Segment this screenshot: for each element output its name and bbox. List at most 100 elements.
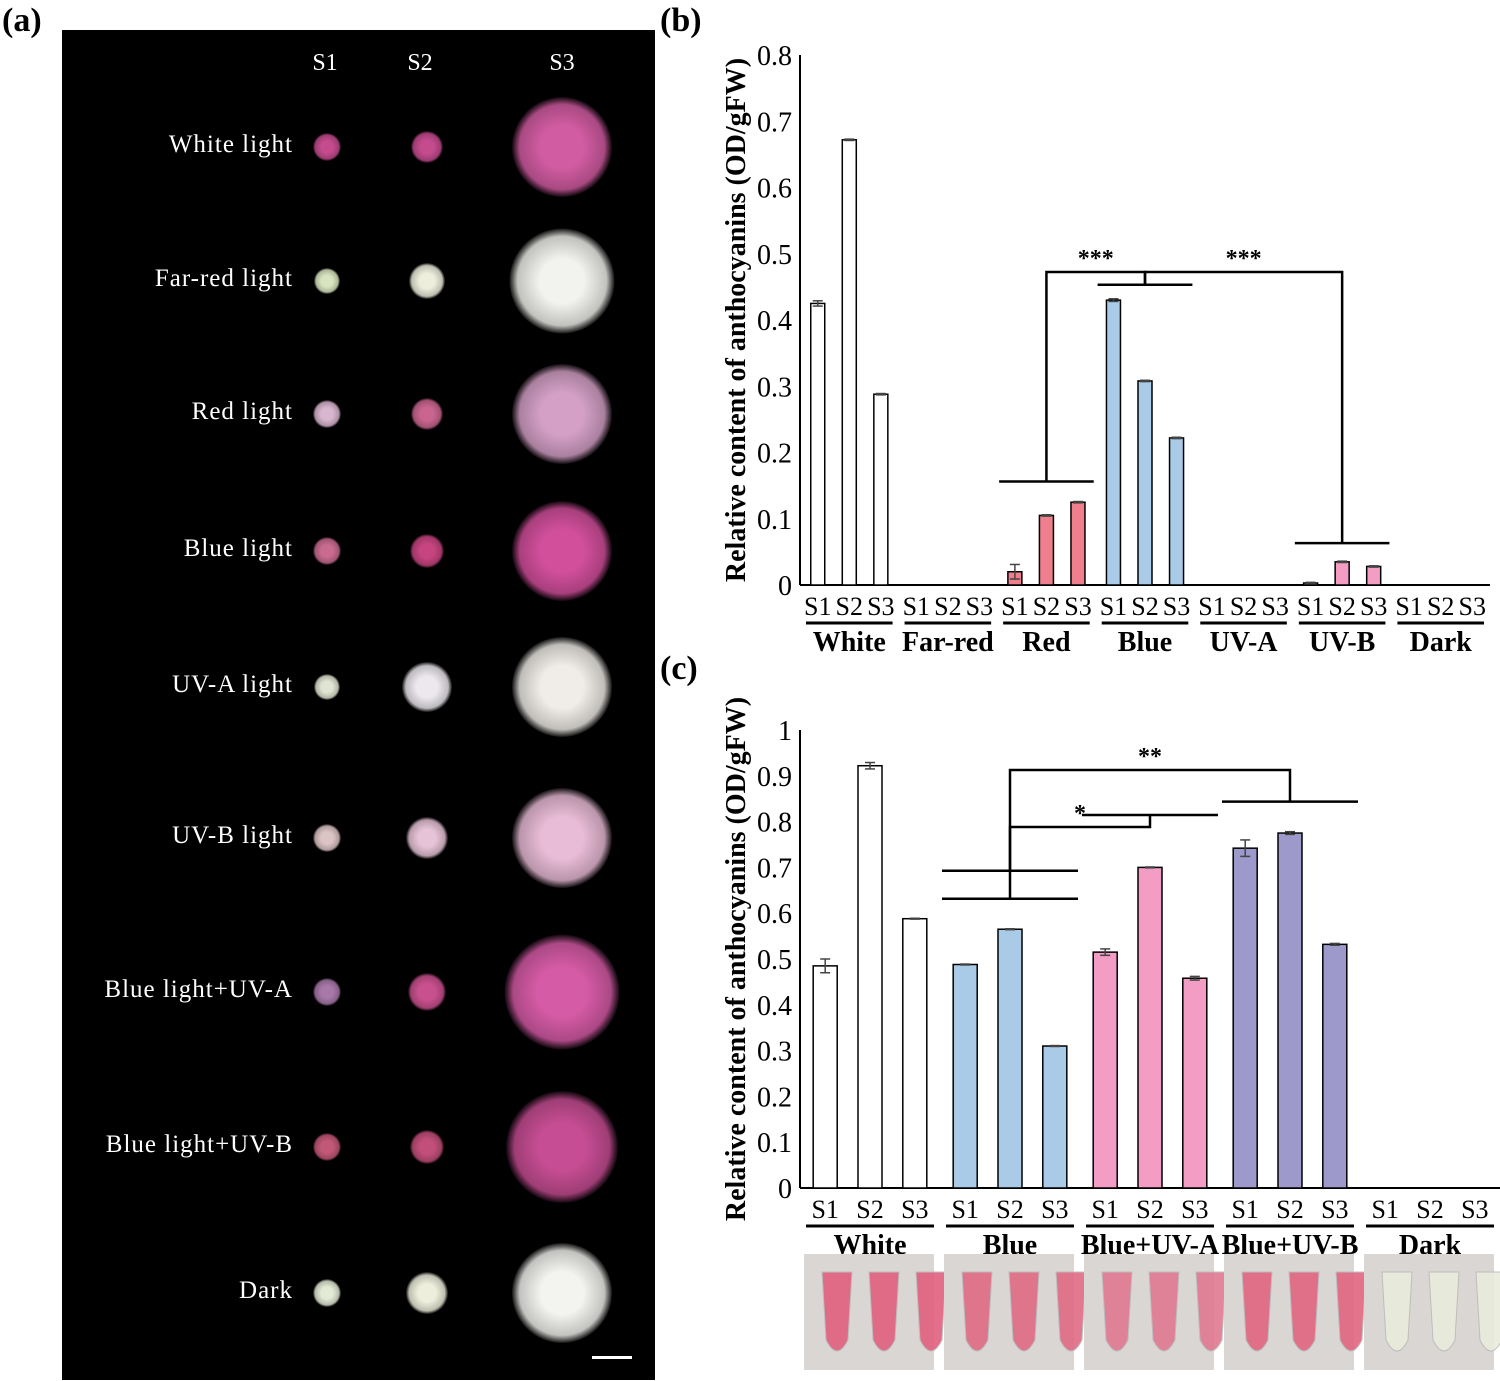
stage-tick-label: S1: [1091, 1195, 1118, 1224]
significance-bracket: [1008, 768, 1292, 871]
flower-photo-s3: [512, 788, 612, 888]
panel-c-label: (c): [660, 650, 698, 687]
stage-tick-label: S1: [903, 592, 930, 621]
bar: [841, 139, 858, 586]
bar: [902, 917, 928, 1189]
flower-photo-s1: [313, 537, 341, 565]
y-tick-label: 0.1: [757, 1128, 792, 1159]
stage-tick-label: S3: [867, 592, 894, 621]
photo-row-label: White light: [168, 131, 293, 158]
stage-tick-label: S3: [1181, 1195, 1208, 1224]
stage-header-s3: S3: [549, 50, 575, 76]
bar: [812, 965, 838, 1189]
stage-tick-label: S3: [1360, 592, 1387, 621]
tube-photo: [1224, 1254, 1354, 1370]
sample-tube: [1195, 1271, 1227, 1352]
group-label: UV-B: [1309, 627, 1375, 658]
bar: [873, 393, 889, 586]
stage-tick-label: S2: [856, 1195, 883, 1224]
flower-photo-s3: [506, 1091, 618, 1203]
scale-bar: [592, 1356, 632, 1359]
y-tick-label: 0.4: [757, 306, 792, 337]
y-axis-label: Relative content of anthocyanins (OD/gFW…: [721, 697, 752, 1221]
y-tick-label: 0.5: [757, 945, 792, 976]
significance-bracket: [1008, 814, 1152, 899]
group-label: Red: [1022, 627, 1071, 658]
y-tick-label: 0.1: [757, 505, 792, 536]
group-label: Dark: [1410, 627, 1473, 658]
y-tick-label: 0.9: [757, 762, 792, 793]
photo-row-label: Dark: [239, 1277, 293, 1304]
flower-photo-s3: [512, 364, 612, 464]
flower-photo-s3: [512, 501, 612, 601]
stage-tick-label: S3: [1459, 592, 1486, 621]
significance-label: ***: [1078, 246, 1114, 272]
bar: [1365, 565, 1382, 586]
stage-tick-label: S1: [951, 1195, 978, 1224]
photo-row-label: Blue light: [183, 535, 293, 562]
bar: [857, 764, 883, 1189]
y-tick-label: 0.3: [757, 1037, 792, 1068]
y-axis-label: Relative content of anthocyanins (OD/gFW…: [721, 58, 752, 582]
significance-bracket: [1045, 270, 1147, 482]
bar: [1137, 380, 1153, 586]
y-tick-label: 0.2: [757, 439, 792, 470]
stage-tick-label: S1: [1100, 592, 1127, 621]
stage-tick-label: S3: [1163, 592, 1190, 621]
bar: [1137, 866, 1163, 1189]
stage-header-s2: S2: [407, 50, 433, 76]
panel-b-label: (b): [660, 2, 702, 39]
stage-tick-label: S1: [1231, 1195, 1258, 1224]
stage-tick-label: S3: [1321, 1195, 1348, 1224]
y-tick-label: 0.6: [757, 174, 792, 205]
flower-photo-s1: [314, 268, 340, 294]
sample-tube: [868, 1271, 900, 1352]
y-tick-label: 1: [778, 716, 792, 747]
stage-tick-label: S1: [1198, 592, 1225, 621]
stage-tick-label: S2: [934, 592, 961, 621]
stage-tick-label: S2: [836, 592, 863, 621]
sample-tube: [1148, 1271, 1180, 1352]
flower-photo-s1: [313, 1133, 341, 1161]
stage-tick-label: S2: [1276, 1195, 1303, 1224]
flower-photo-s2: [406, 817, 448, 859]
bar: [809, 302, 826, 586]
bar: [1038, 514, 1055, 586]
flower-photo-s2: [408, 973, 446, 1011]
stage-tick-label: S3: [1064, 592, 1091, 621]
tube-photo: [1364, 1254, 1494, 1370]
stage-tick-label: S2: [1416, 1195, 1443, 1224]
tube-photo: [944, 1254, 1074, 1370]
photo-row-label: UV-B light: [172, 822, 293, 849]
photo-row-label: Red light: [191, 398, 293, 425]
stage-tick-label: S2: [1136, 1195, 1163, 1224]
bar: [1334, 561, 1350, 586]
flower-photo-panel: S1 S2 S3 White light Far-red light Red lig…: [62, 30, 655, 1380]
flower-photo-s2: [406, 1272, 448, 1314]
y-tick-label: 0: [778, 571, 792, 602]
flower-photo-s2: [410, 1130, 444, 1164]
flower-photo-s2: [411, 131, 443, 163]
sample-tube: [915, 1271, 947, 1352]
y-tick-label: 0.3: [757, 372, 792, 403]
y-tick-label: 0.2: [757, 1082, 792, 1113]
group-label: UV-A: [1210, 627, 1279, 658]
tube-photo: [804, 1254, 934, 1370]
stage-header-s1: S1: [312, 50, 338, 76]
chart-c: 0 0.1 0.2 0.3 0.4 0.5 0.6 0.7 0.8 0.9 1 Relative co…: [721, 697, 1500, 1370]
bar: [1070, 501, 1086, 586]
flower-photo-s2: [402, 662, 452, 712]
y-tick-label: 0.7: [757, 107, 792, 138]
bar: [1092, 951, 1118, 1189]
bar: [1105, 299, 1122, 586]
sample-tube: [1335, 1271, 1367, 1352]
flower-photo-s1: [314, 674, 340, 700]
bar: [1322, 943, 1348, 1189]
tube-photo: [1084, 1254, 1214, 1370]
sample-tube: [1288, 1271, 1320, 1352]
group-label: Blue: [1118, 627, 1172, 658]
flower-photo-s3: [512, 1243, 612, 1343]
significance-label: *: [1074, 801, 1086, 827]
photo-row-label: Blue light+UV-A: [104, 976, 293, 1003]
photo-row-label: UV-A light: [172, 671, 293, 698]
